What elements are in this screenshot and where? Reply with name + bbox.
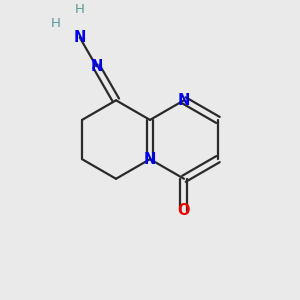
Text: H: H: [51, 17, 61, 30]
Text: N: N: [178, 93, 190, 108]
Text: N: N: [90, 59, 103, 74]
Text: N: N: [74, 30, 86, 45]
Text: H: H: [75, 4, 85, 16]
Text: N: N: [144, 152, 156, 167]
Text: O: O: [178, 203, 190, 218]
